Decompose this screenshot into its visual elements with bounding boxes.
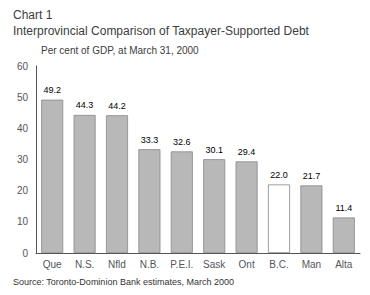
svg-text:Interprovincial Comparison of: Interprovincial Comparison of Taxpayer-S… bbox=[13, 24, 310, 38]
svg-text:P.E.I.: P.E.I. bbox=[170, 259, 193, 270]
svg-text:50: 50 bbox=[17, 92, 29, 103]
svg-text:30: 30 bbox=[17, 154, 29, 165]
svg-text:Que: Que bbox=[43, 259, 62, 270]
svg-text:32.6: 32.6 bbox=[173, 137, 191, 147]
svg-text:B.C.: B.C. bbox=[269, 259, 288, 270]
svg-text:60: 60 bbox=[17, 61, 29, 72]
svg-text:40: 40 bbox=[17, 123, 29, 134]
svg-text:44.3: 44.3 bbox=[76, 100, 94, 110]
svg-text:29.4: 29.4 bbox=[238, 147, 256, 157]
svg-text:21.7: 21.7 bbox=[303, 171, 321, 181]
svg-text:33.3: 33.3 bbox=[141, 135, 159, 145]
svg-text:44.2: 44.2 bbox=[108, 101, 126, 111]
svg-text:49.2: 49.2 bbox=[43, 85, 61, 95]
svg-text:N.B.: N.B. bbox=[140, 259, 159, 270]
svg-text:Source: Toronto-Dominion Bank: Source: Toronto-Dominion Bank estimates,… bbox=[13, 277, 234, 287]
svg-text:N.S.: N.S. bbox=[75, 259, 94, 270]
svg-text:30.1: 30.1 bbox=[205, 145, 223, 155]
svg-text:Ont: Ont bbox=[239, 259, 255, 270]
svg-text:0: 0 bbox=[22, 248, 28, 259]
svg-text:Man: Man bbox=[302, 259, 321, 270]
svg-text:Sask: Sask bbox=[203, 259, 226, 270]
svg-text:22.0: 22.0 bbox=[270, 170, 288, 180]
svg-text:Chart 1: Chart 1 bbox=[13, 8, 53, 22]
svg-text:10: 10 bbox=[17, 216, 29, 227]
svg-text:20: 20 bbox=[17, 185, 29, 196]
svg-text:Alta: Alta bbox=[335, 259, 353, 270]
svg-text:Per cent of GDP, at March 31,: Per cent of GDP, at March 31, 2000 bbox=[41, 45, 199, 56]
svg-text:11.4: 11.4 bbox=[335, 203, 352, 213]
svg-text:Nfld: Nfld bbox=[108, 259, 126, 270]
